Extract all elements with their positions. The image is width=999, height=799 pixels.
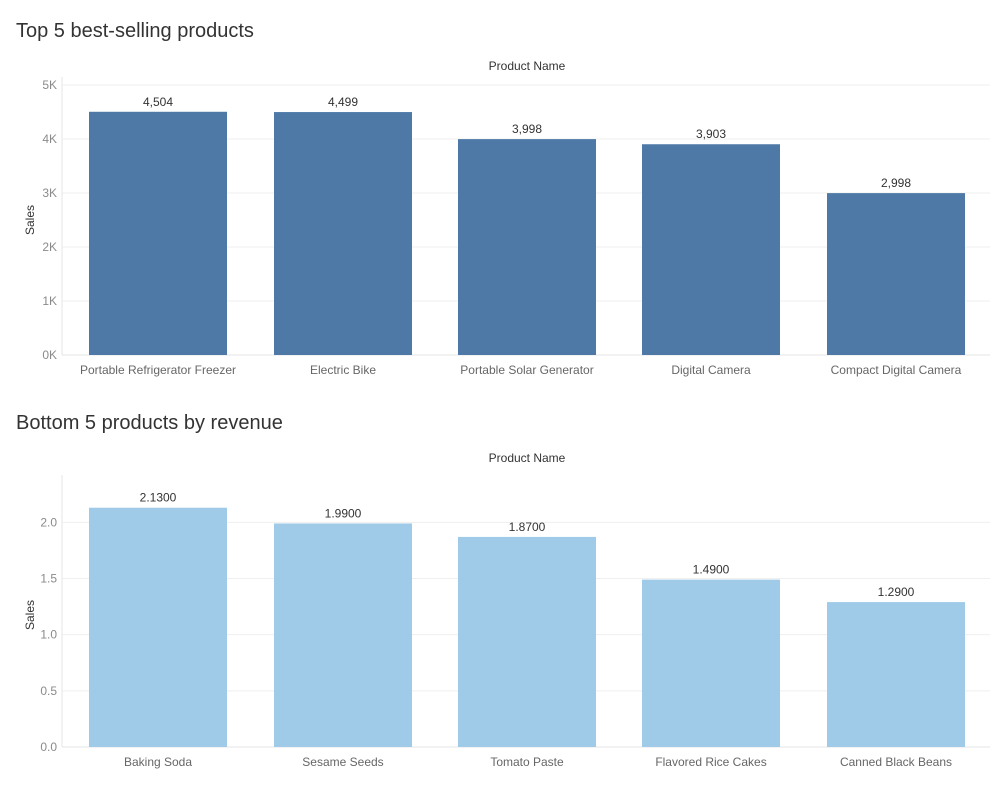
data-label: 1.9900 bbox=[325, 506, 362, 520]
y-tick-label: 0.5 bbox=[40, 684, 57, 698]
data-label: 1.4900 bbox=[693, 563, 730, 577]
y-axis-title: Sales bbox=[23, 600, 37, 630]
bar[interactable] bbox=[89, 507, 227, 747]
bar[interactable] bbox=[642, 579, 780, 747]
x-tick-label: Canned Black Beans bbox=[840, 755, 952, 769]
data-label: 3,903 bbox=[696, 127, 726, 141]
x-tick-label: Electric Bike bbox=[310, 363, 376, 377]
x-tick-label: Portable Refrigerator Freezer bbox=[80, 363, 236, 377]
bar[interactable] bbox=[274, 112, 412, 355]
y-tick-label: 5K bbox=[42, 78, 57, 92]
x-tick-label: Compact Digital Camera bbox=[831, 363, 962, 377]
y-tick-label: 0K bbox=[42, 348, 57, 362]
data-label: 1.8700 bbox=[509, 520, 546, 534]
data-label: 2.1300 bbox=[140, 491, 177, 505]
bar[interactable] bbox=[827, 193, 965, 355]
data-label: 4,504 bbox=[143, 95, 173, 109]
y-tick-label: 0.0 bbox=[40, 740, 57, 754]
x-tick-label: Flavored Rice Cakes bbox=[655, 755, 766, 769]
chart-title-bottom: Bottom 5 products by revenue bbox=[16, 412, 283, 434]
y-tick-label: 1.5 bbox=[40, 571, 57, 585]
data-label: 3,998 bbox=[512, 122, 542, 136]
bar[interactable] bbox=[89, 111, 227, 355]
y-axis-title: Sales bbox=[23, 205, 37, 235]
y-tick-label: 1K bbox=[42, 294, 57, 308]
data-label: 4,499 bbox=[328, 95, 358, 109]
bar[interactable] bbox=[458, 536, 596, 747]
x-axis-title: Product Name bbox=[489, 59, 566, 73]
y-tick-label: 1.0 bbox=[40, 628, 57, 642]
bar[interactable] bbox=[827, 602, 965, 747]
x-tick-label: Baking Soda bbox=[124, 755, 192, 769]
x-tick-label: Tomato Paste bbox=[490, 755, 564, 769]
x-tick-label: Sesame Seeds bbox=[302, 755, 383, 769]
y-tick-label: 3K bbox=[42, 186, 57, 200]
y-tick-label: 4K bbox=[42, 132, 57, 146]
chart-title-top: Top 5 best-selling products bbox=[16, 20, 254, 42]
x-tick-label: Portable Solar Generator bbox=[460, 363, 593, 377]
y-tick-label: 2.0 bbox=[40, 515, 57, 529]
data-label: 1.2900 bbox=[878, 585, 915, 599]
data-label: 2,998 bbox=[881, 176, 911, 190]
bar[interactable] bbox=[458, 139, 596, 355]
bar[interactable] bbox=[274, 523, 412, 747]
bar[interactable] bbox=[642, 144, 780, 355]
y-tick-label: 2K bbox=[42, 240, 57, 254]
bottom-products-bar-chart: 0.0 0.5 1.0 1.5 2.0 Product Name Sales 2.1300 Ba… bbox=[23, 451, 990, 769]
x-tick-label: Digital Camera bbox=[671, 363, 751, 377]
top-products-bar-chart: 0K 1K 2K 3K 4K 5K Product Name Sales 4,504 Portab… bbox=[23, 59, 990, 377]
x-axis-title: Product Name bbox=[489, 451, 566, 465]
